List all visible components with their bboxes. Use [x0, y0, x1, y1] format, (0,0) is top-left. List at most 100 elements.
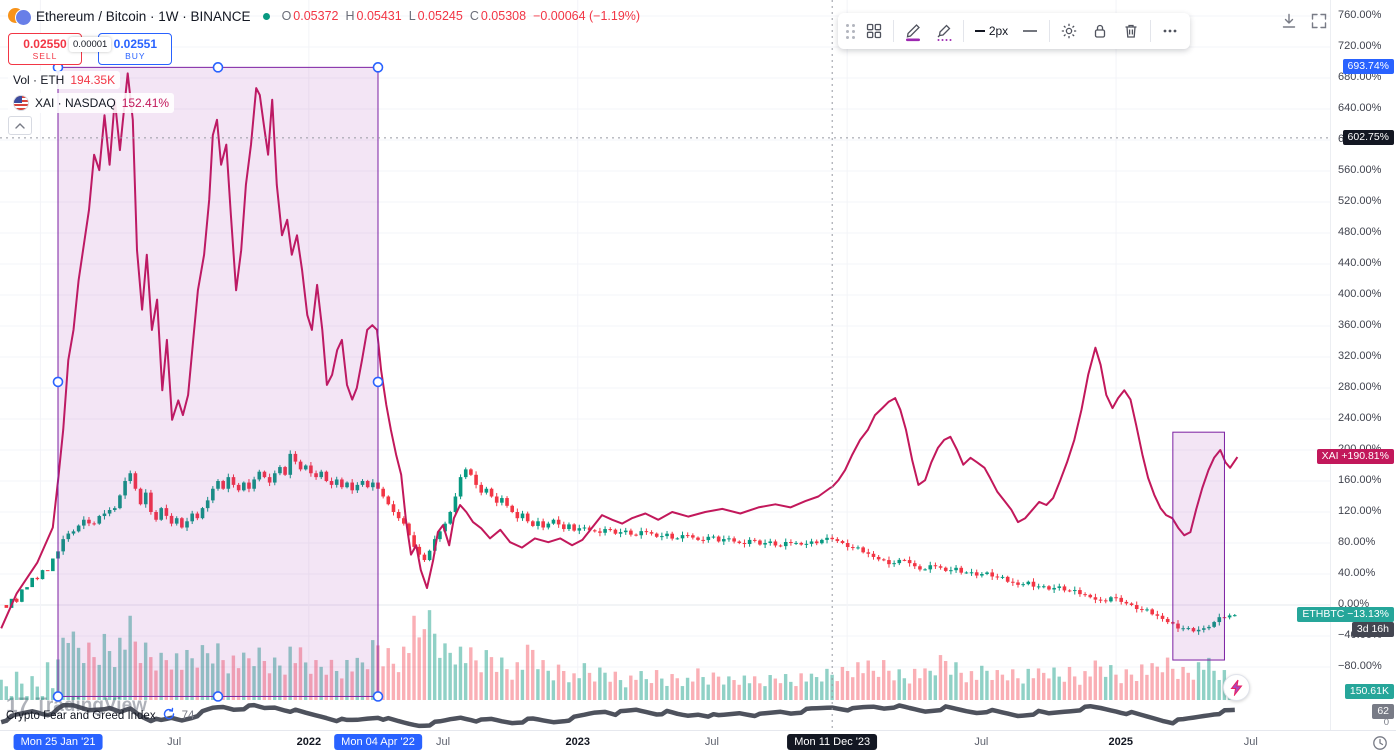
time-axis-label: Jul — [974, 736, 989, 748]
change-value: −0.00064 (−1.19%) — [533, 9, 641, 23]
pencil-icon — [906, 24, 920, 42]
delete-button[interactable] — [1116, 16, 1146, 46]
refresh-icon[interactable] — [162, 707, 176, 724]
drawing-handle[interactable] — [372, 62, 384, 73]
price-axis-badge: 0 — [1383, 717, 1389, 728]
toolbar-divider — [1049, 20, 1050, 42]
close-label: C — [469, 9, 479, 23]
close-value: 0.05308 — [480, 9, 527, 23]
line-width-button[interactable]: 2px — [968, 16, 1014, 46]
legend-collapse-button[interactable] — [8, 116, 32, 135]
more-options-icon — [1163, 29, 1177, 33]
sell-label: SELL — [32, 50, 58, 61]
chevron-up-icon — [15, 122, 25, 129]
price-tick-label: 240.00% — [1338, 412, 1382, 424]
symbol-title[interactable]: Ethereum / Bitcoin · 1W · BINANCE — [36, 8, 251, 24]
low-label: L — [408, 9, 416, 23]
fear-greed-legend[interactable]: Crypto Fear and Greed Index 74 — [6, 707, 194, 724]
time-axis-label: Jul — [1243, 736, 1258, 748]
clock-icon[interactable] — [1372, 735, 1388, 751]
drawing-handle[interactable] — [52, 376, 64, 388]
lock-button[interactable] — [1085, 16, 1115, 46]
chart-plot-area[interactable] — [0, 0, 1330, 730]
price-tick-label: 80.00% — [1338, 536, 1376, 548]
price-tick-label: 360.00% — [1338, 319, 1382, 331]
time-axis-label: 2022 — [296, 736, 322, 748]
us-flag-icon — [13, 95, 29, 111]
candlestick-series — [4, 450, 1237, 635]
buy-label: BUY — [125, 50, 146, 61]
price-tick-label: 0.00% — [1338, 598, 1370, 610]
quick-trade-button[interactable] — [1223, 674, 1250, 701]
trash-icon — [1125, 24, 1137, 38]
settings-gear-icon — [1061, 23, 1077, 39]
rectangle-drawing[interactable] — [52, 62, 384, 702]
more-options-button[interactable] — [1155, 16, 1185, 46]
drawing-handle[interactable] — [372, 376, 384, 388]
fear-greed-value: 74 — [181, 709, 195, 722]
drawing-toolbar: 2px — [838, 13, 1190, 49]
toolbar-drag-handle-icon[interactable] — [843, 23, 858, 39]
price-tick-label: 280.00% — [1338, 381, 1382, 393]
crosshair — [0, 0, 1330, 728]
buy-price: 0.02551 — [113, 36, 158, 51]
price-axis-badge: 602.75% — [1342, 129, 1394, 145]
toolbar-divider — [1150, 20, 1151, 42]
order-panel: 0.02550 SELL 0.00001 0.02551 BUY — [8, 33, 173, 65]
download-button[interactable] — [1276, 8, 1302, 34]
price-tick-label: −80.00% — [1338, 660, 1382, 672]
price-tick-label: 560.00% — [1338, 164, 1382, 176]
drawing-handle[interactable] — [212, 62, 224, 73]
drawing-handle[interactable] — [372, 691, 384, 702]
settings-button[interactable] — [1054, 16, 1084, 46]
price-tick-label: 320.00% — [1338, 350, 1382, 362]
price-tick-label: 640.00% — [1338, 102, 1382, 114]
line-style-icon — [1023, 30, 1037, 32]
drawing-handle[interactable] — [52, 691, 64, 702]
fear-greed-title: Crypto Fear and Greed Index — [6, 709, 156, 722]
price-tick-label: 160.00% — [1338, 474, 1382, 486]
price-axis-badge: 150.61K — [1344, 684, 1394, 699]
layout-grid-icon — [866, 23, 882, 39]
open-value: 0.05372 — [293, 9, 339, 23]
line-style-button[interactable] — [1015, 16, 1045, 46]
price-scale[interactable]: 760.00%720.00%680.00%640.00%600.00%560.0… — [1297, 0, 1396, 730]
high-value: 0.05431 — [356, 9, 402, 23]
volume-legend-title: Vol · ETH — [13, 73, 65, 87]
time-axis[interactable]: Jul 2022 Jul 2023 Jul Jul 2025 Jul Mon 25 Jan '2… — [0, 730, 1396, 753]
drawing-handle[interactable] — [212, 691, 224, 702]
low-value: 0.05245 — [417, 9, 463, 23]
time-axis-label: 2023 — [565, 736, 590, 748]
time-axis-label: Jul — [167, 736, 182, 748]
time-axis-label: Mon 25 Jan '21 — [13, 734, 103, 750]
sell-button[interactable]: 0.02550 SELL — [8, 33, 82, 65]
line-width-icon — [974, 30, 985, 32]
pencil-tool-button[interactable] — [898, 16, 928, 46]
fullscreen-icon — [1311, 13, 1327, 29]
rectangle-drawing[interactable] — [1172, 431, 1225, 661]
volume-legend-value: 194.35K — [70, 73, 116, 87]
sell-price: 0.02550 — [23, 36, 67, 51]
symbol-header: Ethereum / Bitcoin · 1W · BINANCE O 0.053… — [8, 8, 641, 26]
compare-line-series — [0, 72, 1239, 629]
compare-legend-value: 152.41% — [121, 96, 170, 110]
ohlc-values: O 0.05372 H 0.05431 L 0.05245 C 0.05308 −0.0… — [282, 9, 641, 23]
layout-grid-button[interactable] — [859, 16, 889, 46]
compare-legend[interactable]: XAI · NASDAQ 152.41% — [8, 93, 175, 113]
fear-greed-band — [0, 702, 1235, 729]
volume-legend[interactable]: Vol · ETH 194.35K — [8, 71, 121, 89]
time-axis-label: Jul — [436, 736, 451, 748]
line-width-value: 2px — [988, 24, 1009, 38]
download-icon — [1282, 13, 1296, 28]
fullscreen-button[interactable] — [1306, 8, 1332, 34]
price-tick-label: 400.00% — [1338, 288, 1382, 300]
chart-corner-actions — [1276, 8, 1332, 34]
volume-series — [0, 610, 1237, 700]
high-label: H — [345, 9, 355, 23]
highlighter-tool-button[interactable] — [929, 16, 959, 46]
lock-icon — [1094, 24, 1106, 38]
spread-value: 0.00001 — [69, 37, 112, 52]
toolbar-divider — [963, 20, 964, 42]
time-axis-label: 2025 — [1108, 736, 1133, 748]
